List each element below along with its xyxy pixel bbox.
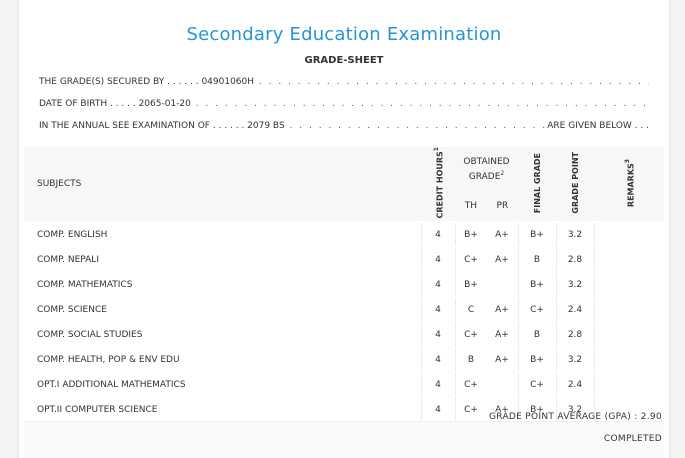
subject-name: COMP. NEPALI xyxy=(24,246,421,273)
subject-name: COMP. SCIENCE xyxy=(24,296,421,323)
credit-hours: 4 xyxy=(420,371,456,398)
header-pr: PR xyxy=(496,201,509,211)
final-grade: B xyxy=(517,246,557,273)
th-grade: C+ xyxy=(455,246,487,273)
credit-hours: 4 xyxy=(420,346,456,373)
table-row: COMP. SCIENCE 4 C A+ C+ 2.4 xyxy=(24,296,664,323)
final-grade: B+ xyxy=(517,396,557,423)
table-row: COMP. NEPALI 4 C+ A+ B 2.8 xyxy=(24,246,664,273)
remarks xyxy=(594,221,664,248)
pr-grade: A+ xyxy=(486,396,518,423)
credit-hours: 4 xyxy=(420,246,456,273)
pr-grade: A+ xyxy=(486,221,518,248)
pr-grade: A+ xyxy=(486,246,518,273)
grades-table: SUBJECTS CREDIT HOURS1 OBTAINED GRADE2 T… xyxy=(24,147,664,423)
th-grade: B+ xyxy=(455,271,487,298)
header-subjects: SUBJECTS xyxy=(24,147,421,223)
dob-line: DATE OF BIRTH . . . . . 2065-01-20 . . .… xyxy=(39,99,649,109)
dob-value: 2065-01-20 xyxy=(138,99,191,109)
header-credit-hours: CREDIT HOURS1 xyxy=(421,147,455,223)
subject-name: COMP. MATHEMATICS xyxy=(24,271,421,298)
credit-hours: 4 xyxy=(420,296,456,323)
table-row: COMP. MATHEMATICS 4 B+ B+ 3.2 xyxy=(24,271,664,298)
grade-point: 2.8 xyxy=(556,321,595,348)
subject-name: OPT.I ADDITIONAL MATHEMATICS xyxy=(24,371,421,398)
grade-point: 3.2 xyxy=(556,346,595,373)
grade-point: 3.2 xyxy=(556,221,595,248)
subject-name: COMP. HEALTH, POP & ENV EDU xyxy=(24,346,421,373)
header-th: TH xyxy=(464,201,478,211)
grade-sheet: Secondary Education Examination GRADE-SH… xyxy=(18,0,670,458)
header-obtained-grade: OBTAINED GRADE2 TH PR xyxy=(455,147,518,223)
pr-grade xyxy=(486,371,518,398)
credit-hours: 4 xyxy=(420,321,456,348)
th-grade: C+ xyxy=(455,396,487,423)
table-row: OPT.I ADDITIONAL MATHEMATICS 4 C+ C+ 2.4 xyxy=(24,371,664,398)
subject-name: OPT.II COMPUTER SCIENCE xyxy=(24,396,421,423)
th-grade: B+ xyxy=(455,221,487,248)
pr-grade: A+ xyxy=(486,321,518,348)
grade-point: 2.8 xyxy=(556,246,595,273)
credit-hours: 4 xyxy=(420,271,456,298)
th-grade: C+ xyxy=(455,321,487,348)
remarks xyxy=(594,246,664,273)
page-title: Secondary Education Examination xyxy=(186,24,502,45)
final-grade: B xyxy=(517,321,557,348)
final-grade: B+ xyxy=(517,221,557,248)
table-row: COMP. ENGLISH 4 B+ A+ B+ 3.2 xyxy=(24,221,664,248)
remarks xyxy=(594,296,664,323)
grade-sheet-subtitle: GRADE-SHEET xyxy=(304,55,384,66)
status-text: COMPLETED xyxy=(603,434,662,444)
remarks xyxy=(594,346,664,373)
dob-label: DATE OF BIRTH xyxy=(39,99,108,109)
th-grade: C+ xyxy=(455,371,487,398)
grade-point: 3.2 xyxy=(556,396,595,423)
th-grade: C xyxy=(455,296,487,323)
table-row: COMP. HEALTH, POP & ENV EDU 4 B A+ B+ 3.… xyxy=(24,346,664,373)
grade-point: 2.4 xyxy=(556,296,595,323)
remarks xyxy=(594,371,664,398)
pr-grade: A+ xyxy=(486,296,518,323)
table-row: COMP. SOCIAL STUDIES 4 C+ A+ B 2.8 xyxy=(24,321,664,348)
exam-label: IN THE ANNUAL SEE EXAMINATION OF xyxy=(39,121,210,131)
symbol-number-value: 04901060H xyxy=(201,77,255,87)
table-header-row: SUBJECTS CREDIT HOURS1 OBTAINED GRADE2 T… xyxy=(24,147,664,223)
grade-secured-label: THE GRADE(S) SECURED BY xyxy=(39,77,165,87)
final-grade: B+ xyxy=(517,271,557,298)
exam-line: IN THE ANNUAL SEE EXAMINATION OF . . . .… xyxy=(39,121,649,131)
pr-grade xyxy=(486,271,518,298)
remarks xyxy=(594,321,664,348)
grade-point: 2.4 xyxy=(556,371,595,398)
credit-hours: 4 xyxy=(420,221,456,248)
grade-point: 3.2 xyxy=(556,271,595,298)
gpa-line: GRADE POINT AVERAGE (GPA) : 2.90 xyxy=(489,412,662,422)
pr-grade: A+ xyxy=(486,346,518,373)
gpa-label: GRADE POINT AVERAGE (GPA) : xyxy=(488,412,638,422)
exam-suffix: ARE GIVEN BELOW xyxy=(547,121,632,131)
header-final-grade: FINAL GRADE xyxy=(518,147,556,223)
remarks xyxy=(594,396,664,423)
subject-name: COMP. ENGLISH xyxy=(24,221,421,248)
final-grade: C+ xyxy=(517,296,557,323)
header-remarks: REMARKS3 xyxy=(594,147,664,223)
th-grade: B xyxy=(455,346,487,373)
header-grade-point: GRADE POINT xyxy=(556,147,594,223)
credit-hours: 4 xyxy=(420,396,456,423)
final-grade: B+ xyxy=(517,346,557,373)
remarks xyxy=(594,271,664,298)
table-row: OPT.II COMPUTER SCIENCE 4 C+ A+ B+ 3.2 xyxy=(24,396,664,423)
gpa-value: 2.90 xyxy=(640,412,662,422)
subject-name: COMP. SOCIAL STUDIES xyxy=(24,321,421,348)
symbol-number-line: THE GRADE(S) SECURED BY . . . . . . 0490… xyxy=(39,77,649,87)
final-grade: C+ xyxy=(517,371,557,398)
exam-year-value: 2079 BS xyxy=(247,121,285,131)
